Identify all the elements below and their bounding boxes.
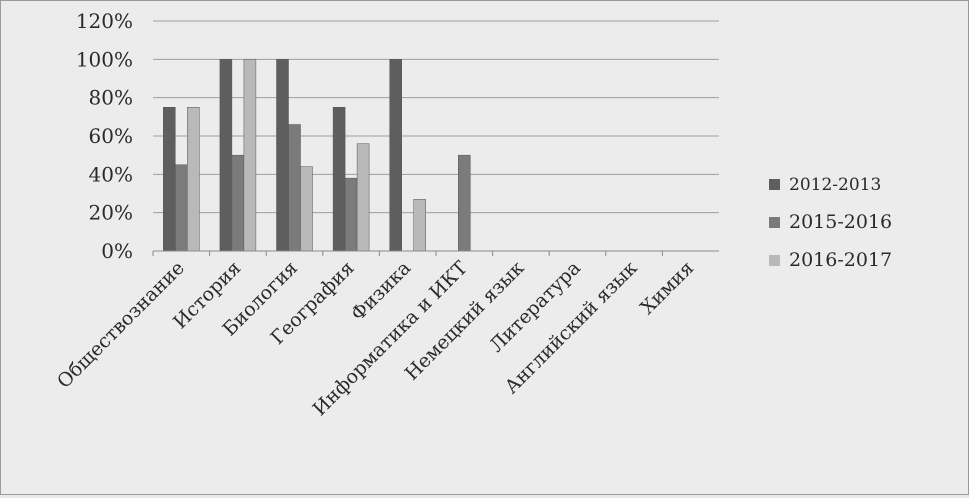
- bar: [344, 177, 358, 252]
- bar: [187, 107, 200, 252]
- bar: [276, 59, 289, 252]
- bar: [175, 164, 188, 252]
- bar: [163, 107, 176, 252]
- bar: [231, 154, 245, 252]
- y-tick-label: 20%: [89, 201, 133, 225]
- bar: [288, 124, 301, 252]
- bar: [243, 59, 257, 252]
- x-tick-label: Обществознание: [53, 257, 189, 393]
- bar: [458, 154, 471, 252]
- y-tick-label: 100%: [76, 47, 133, 71]
- bar: [219, 59, 233, 252]
- legend: 2012-2013 2015-2016 2016-2017: [769, 175, 892, 271]
- legend-label: 2016-2017: [789, 249, 892, 271]
- bar: [300, 166, 313, 252]
- y-tick-label: 80%: [89, 86, 133, 110]
- bar: [389, 59, 402, 252]
- bar: [356, 143, 370, 252]
- y-tick-label: 60%: [89, 124, 133, 148]
- legend-label: 2012-2013: [789, 175, 881, 195]
- bars: [163, 59, 471, 252]
- legend-swatch: [769, 217, 780, 228]
- y-tick-label: 120%: [76, 9, 133, 33]
- legend-swatch: [769, 255, 780, 266]
- legend-label: 2015-2016: [789, 211, 892, 233]
- y-tick-label: 40%: [89, 162, 133, 186]
- axes: 0%20%40%60%80%100%120%ОбществознаниеИсто…: [53, 9, 719, 420]
- y-tick-label: 0%: [101, 239, 133, 263]
- x-tick-label: Химия: [636, 257, 698, 319]
- bar: [413, 199, 426, 252]
- legend-swatch: [769, 179, 780, 190]
- bar: [332, 107, 346, 252]
